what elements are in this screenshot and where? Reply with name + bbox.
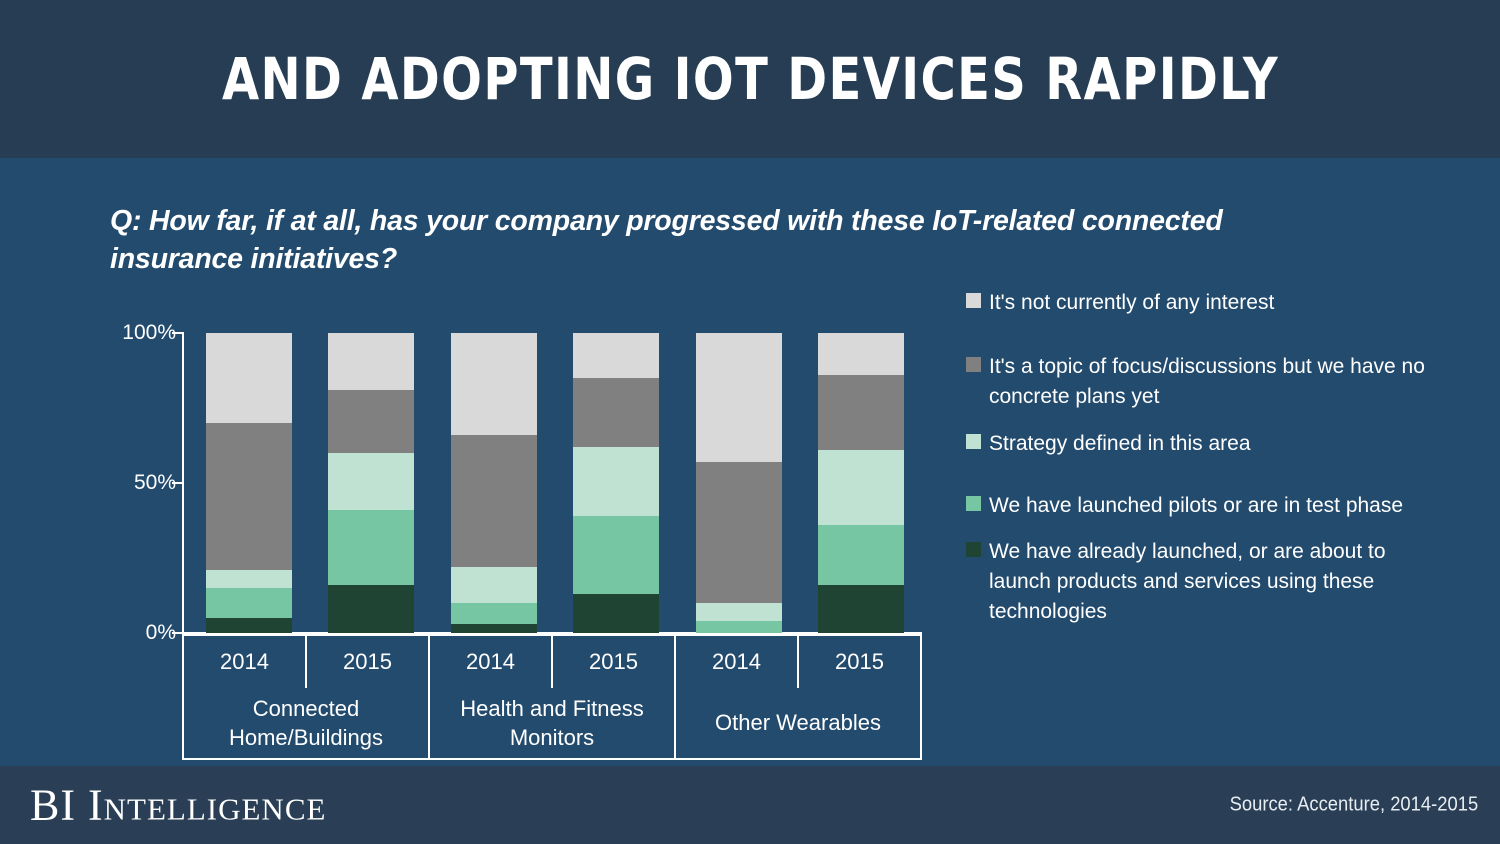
stacked-bar [573,333,659,633]
bar-segment [328,333,414,390]
bar-segment [818,525,904,585]
bar-segment [573,333,659,378]
slide-header: AND ADOPTING IOT DEVICES RAPIDLY [0,0,1500,158]
year-label: 2014 [712,649,761,674]
y-axis-tick [172,332,184,334]
year-label: 2015 [797,636,920,688]
stacked-bar [451,333,537,633]
bar-segment [696,462,782,603]
slide-footer: BI Intelligence Source: Accenture, 2014-… [0,766,1500,844]
x-axis-line [182,632,922,634]
stacked-bar [328,333,414,633]
chart-legend: It's not currently of any interest It's a… [966,288,1436,627]
bar-segment [451,624,537,633]
bar-segment [206,423,292,570]
bar-segment [451,603,537,624]
bar-segment [328,510,414,585]
bar-segment [696,603,782,621]
bar-segment [573,594,659,633]
year-label: 2014 [466,649,515,674]
bar-segment [206,618,292,633]
bar-segment [696,333,782,462]
bar-segment [818,333,904,375]
bar-segment [451,435,537,567]
year-label: 2014 [220,649,269,674]
bar-segment [206,570,292,588]
year-label: 2015 [551,636,674,688]
category-axis-grid: 2014 2015 Connected Home/Buildings 2014 2015… [182,634,922,760]
survey-question: Q: How far, if at all, has your company … [110,205,1223,275]
y-axis-tick-label: 100% [122,321,176,344]
bar-segment [328,390,414,453]
bar-segment [818,585,904,633]
legend-swatch-icon [966,356,981,372]
y-axis-tick [172,482,184,484]
group-label: Health and Fitness Monitors [460,695,644,750]
bar-segment [328,585,414,633]
legend-label: Strategy defined in this area [989,432,1251,456]
page-title: AND ADOPTING IOT DEVICES RAPIDLY [221,45,1279,113]
stacked-bar [206,333,292,633]
bar-segment [818,450,904,525]
bar-segment [573,378,659,447]
brand-logo: BI Intelligence [30,780,327,830]
bar-segment [451,333,537,435]
legend-item[interactable]: We have launched pilots or are in test p… [966,491,1436,521]
category-group: 2014 2015 Health and Fitness Monitors [428,636,674,758]
bar-segment [328,453,414,510]
legend-label: It's a topic of focus/discussions but we… [989,354,1425,408]
bar-segment [573,516,659,594]
source-note: Source: Accenture, 2014-2015 [1229,793,1478,816]
bar-series-container [186,333,926,633]
year-row: 2014 2015 [676,636,920,688]
group-label: Connected Home/Buildings [228,695,384,750]
bar-segment [818,375,904,450]
bar-segment [206,588,292,618]
category-group: 2014 2015 Other Wearables [674,636,920,758]
legend-item[interactable]: We have already launched, or are about t… [966,537,1436,626]
bar-segment [573,447,659,516]
legend-item[interactable]: It's not currently of any interest [966,288,1436,318]
y-axis-tick [172,632,184,634]
legend-swatch-icon [966,496,981,512]
legend-label: It's not currently of any interest [989,291,1275,314]
legend-label: We have launched pilots or are in test p… [989,494,1404,518]
bar-segment [696,621,782,633]
year-row: 2014 2015 [184,636,428,688]
stacked-bar [818,333,904,633]
category-group: 2014 2015 Connected Home/Buildings [184,636,428,758]
year-row: 2014 2015 [430,636,674,688]
stacked-bar [696,333,782,633]
y-axis-tick-label: 50% [133,471,176,494]
legend-swatch-icon [966,434,981,450]
legend-label: We have already launched, or are about t… [989,540,1386,623]
y-axis-tick-label: 0% [145,621,176,644]
legend-item[interactable]: Strategy defined in this area [966,429,1436,459]
y-axis-labels: 0% 50% 100% [104,318,176,648]
legend-item[interactable]: It's a topic of focus/discussions but we… [966,352,1436,412]
chart-plot-area: 0% 50% 100% [104,318,934,648]
bar-segment [206,333,292,423]
bar-segment [451,567,537,603]
group-label: Other Wearables [715,710,881,736]
legend-swatch-icon [966,542,981,558]
legend-swatch-icon [966,293,981,308]
year-label: 2015 [305,636,428,688]
